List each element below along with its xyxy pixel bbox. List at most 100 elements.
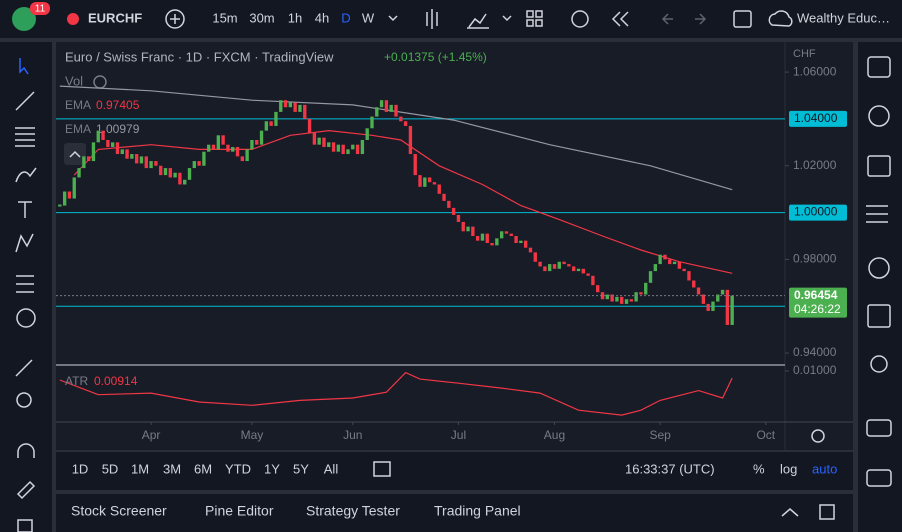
watchlist[interactable] [867,56,891,78]
interval-dropdown[interactable] [388,15,398,22]
indicators[interactable] [467,13,489,29]
account-name[interactable]: Wealthy Educ… [797,10,890,25]
volume-legend[interactable]: Vol [65,73,83,88]
streams[interactable] [866,469,892,487]
text-tool[interactable] [18,201,32,218]
interval[interactable]: 1h [288,10,302,25]
candle [178,172,182,185]
range-button[interactable]: All [324,461,339,476]
hotlists[interactable] [868,257,890,279]
maximize-panel[interactable] [819,504,835,520]
flag [67,13,79,25]
panel-tab[interactable]: Strategy Tester [306,503,400,519]
pattern-tool[interactable] [15,233,34,253]
candle [687,271,691,281]
candle [418,175,422,187]
log-toggle[interactable]: log [780,461,797,476]
brush-tool[interactable] [15,167,37,183]
candle [202,151,206,166]
candle [312,132,317,145]
calendar[interactable] [867,304,891,328]
atr-legend-name[interactable]: ATR [65,374,88,388]
candle [86,156,91,162]
layout[interactable] [526,10,534,18]
auto-toggle[interactable]: auto [812,461,837,476]
candle [427,177,432,183]
panel-tab[interactable]: Trading Panel [434,503,521,519]
badge-count: 11 [35,4,46,15]
percent-toggle[interactable]: % [753,461,765,476]
countdown: 04:26:22 [794,302,841,316]
alert[interactable] [571,10,589,28]
candle [672,261,677,265]
settings[interactable] [811,429,825,443]
prediction-tool[interactable] [16,275,34,293]
candle [240,156,245,162]
ema-legend-name[interactable]: EMA [65,98,91,112]
chart-panel [56,42,853,450]
panel-tab[interactable]: Stock Screener [71,503,167,519]
candle [720,289,725,295]
dropdown[interactable] [502,15,512,22]
chart-type[interactable] [426,9,438,29]
undo[interactable] [661,13,673,25]
panel-tab[interactable]: Pine Editor [205,503,274,519]
interval[interactable]: 15m [212,10,237,25]
interval[interactable]: 4h [315,10,329,25]
range-button[interactable]: 6M [194,461,212,476]
symbol[interactable]: EURCHF [88,10,142,25]
alerts[interactable] [868,105,890,127]
collapse-legend[interactable] [64,143,86,165]
candle [115,142,120,155]
candle [197,161,201,166]
fib-tool[interactable] [15,127,35,147]
lock-tool[interactable] [17,519,33,532]
level-label: 1.04000 [794,111,838,125]
range-button[interactable]: 5Y [293,461,309,476]
logo[interactable] [12,7,36,31]
data-window[interactable] [866,205,888,223]
currency[interactable]: CHF [793,48,816,60]
candle [519,240,523,244]
candle [514,235,518,244]
candle [163,168,168,176]
ruler-tool[interactable] [15,359,33,377]
interval[interactable]: 30m [249,10,274,25]
emoji-tool[interactable] [16,308,36,328]
range-button[interactable]: 1Y [264,461,280,476]
ideas[interactable] [870,355,888,373]
candle [231,147,235,152]
date-range[interactable] [373,461,391,477]
clock[interactable]: 16:33:37 (UTC) [625,461,715,476]
candle [716,294,720,302]
redo[interactable] [695,13,707,25]
expand-panel[interactable] [781,508,799,517]
candle [538,261,542,267]
right-toolbar [858,42,902,532]
chart-title: Euro / Swiss Franc · 1D · FXCM · Trading… [65,49,334,64]
zoom-tool[interactable] [16,392,32,408]
interval[interactable]: D [341,10,350,25]
candle [509,233,513,236]
range-button[interactable]: 3M [163,461,181,476]
fullscreen[interactable] [733,10,752,28]
cloud [768,10,793,27]
pencil-tool[interactable] [16,480,36,500]
magnet-tool[interactable] [17,443,35,458]
add-symbol[interactable] [165,9,185,29]
candle [96,130,100,143]
candle [288,102,293,108]
cursor-tool[interactable] [19,58,29,75]
layout-b [535,10,543,18]
range-button[interactable]: YTD [225,461,251,476]
range-button[interactable]: 1M [131,461,149,476]
interval[interactable]: W [362,10,375,25]
replay[interactable] [611,11,629,27]
range-button[interactable]: 1D [72,461,89,476]
news[interactable] [867,155,891,177]
chats[interactable] [866,419,892,437]
trendline-tool[interactable] [15,91,35,111]
ema-legend-name[interactable]: EMA [65,122,91,136]
range-button[interactable]: 5D [102,461,119,476]
candle [183,179,187,185]
